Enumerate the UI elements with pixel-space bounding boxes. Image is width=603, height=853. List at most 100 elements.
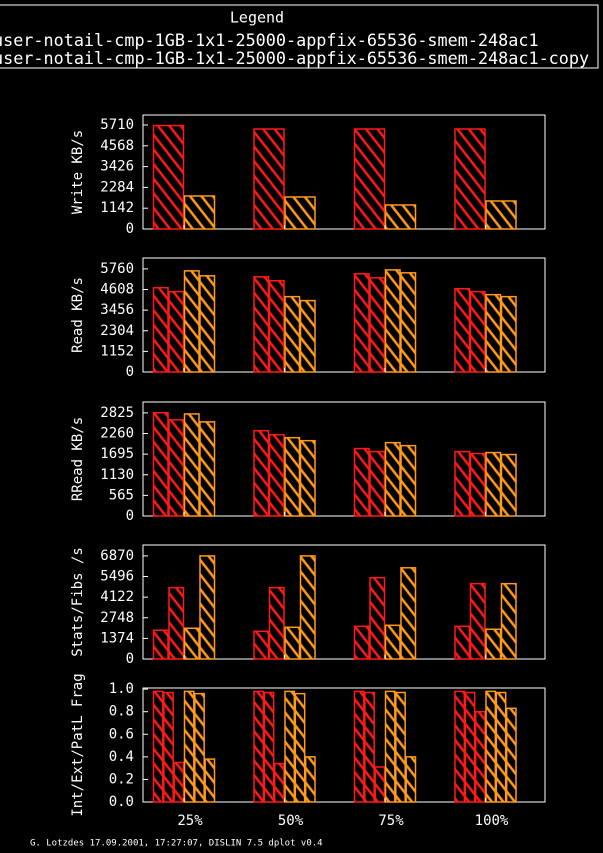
y-axis-label: Stats/Fibs /s [70,547,86,657]
bar [369,576,386,660]
y-tick-label: 565 [109,487,134,503]
y-tick-label: 1130 [100,467,134,483]
bar [284,690,296,803]
bar [395,691,406,803]
bar [469,452,486,517]
bar [369,450,386,517]
y-tick-label: 1152 [100,343,134,359]
y-tick-label: 0.6 [109,726,134,742]
bar [353,447,370,517]
y-tick-label: 0.4 [109,749,134,765]
x-tick-label: 75% [378,813,404,829]
bar [485,628,502,660]
y-tick-label: 5710 [100,117,134,133]
bar [400,272,417,373]
bar [168,419,185,517]
y-tick-label: 6870 [100,548,134,564]
bar [353,128,386,230]
y-tick-label: 1.0 [109,681,134,697]
bar [152,124,185,230]
bar [199,275,216,373]
y-tick-label: 3426 [100,159,134,175]
y-tick-label: 5496 [100,569,134,585]
y-tick-label: 2825 [100,405,134,421]
bar [168,290,185,373]
bar [384,441,401,517]
bar [163,691,174,803]
bar [374,766,386,803]
y-tick-label: 0.0 [109,794,134,810]
bar [400,444,417,517]
bar [454,450,471,517]
x-tick-label: 100% [475,813,509,829]
bar [199,555,216,660]
bar [474,710,486,803]
bar [299,439,316,517]
y-tick-label: 5760 [100,261,134,277]
bar [273,762,285,803]
bar [253,630,270,660]
bar [353,690,365,803]
y-tick-label: 3456 [100,302,134,318]
bar [364,691,375,803]
bar [485,293,502,373]
bar [485,451,502,517]
bar [284,196,316,230]
bar [469,290,486,373]
footer: G. Lotzdes 17.09.2001, 17:27:07, DISLIN … [30,839,323,849]
y-tick-label: 2260 [100,426,134,442]
bar [400,567,417,660]
bar [263,691,275,803]
plot-frame [142,114,546,230]
bar [183,690,195,803]
y-tick-label: 4608 [100,282,134,298]
y-tick-label: 0.8 [109,704,134,720]
y-tick-label: 2284 [100,179,134,195]
bar [253,128,285,230]
bar [253,690,265,803]
legend-entry: user-notail-cmp-1GB-1x1-25000-appfix-655… [0,48,589,68]
bar [500,453,517,517]
bar [384,624,401,660]
bar [284,436,301,517]
bar [464,691,476,803]
y-tick-label: 0 [126,364,134,380]
bar [454,128,486,230]
y-tick-label: 4122 [100,589,134,605]
bar [500,582,517,660]
bar [268,433,285,517]
bar [485,690,497,803]
y-tick-label: 1374 [100,630,134,646]
bar [353,625,370,660]
bar [294,692,306,803]
plot-frame [142,401,546,517]
x-tick-label: 50% [278,813,304,829]
bar [152,286,169,373]
bar [500,295,517,373]
bar [304,756,316,803]
bar [284,295,301,373]
bar [369,277,386,373]
bar [152,411,169,517]
bar [183,270,200,373]
legend-box [0,4,599,69]
y-tick-label: 4568 [100,138,134,154]
y-axis-label: Int/Ext/PatL Frag [70,673,86,816]
y-tick-label: 0 [126,651,134,667]
bar [199,421,216,517]
bar [495,691,507,803]
bar [253,276,270,373]
bar [173,761,185,803]
bar [384,269,401,373]
plot-frame [142,687,546,803]
bar [505,707,517,803]
bar [183,627,200,660]
bar [384,204,417,230]
bar [152,629,169,660]
legend-entry: user-notail-cmp-1GB-1x1-25000-appfix-655… [0,30,539,50]
bar [485,200,517,230]
bar [194,692,205,803]
bar [384,690,396,803]
y-tick-label: 2304 [100,323,134,339]
legend-title: Legend [230,9,284,27]
